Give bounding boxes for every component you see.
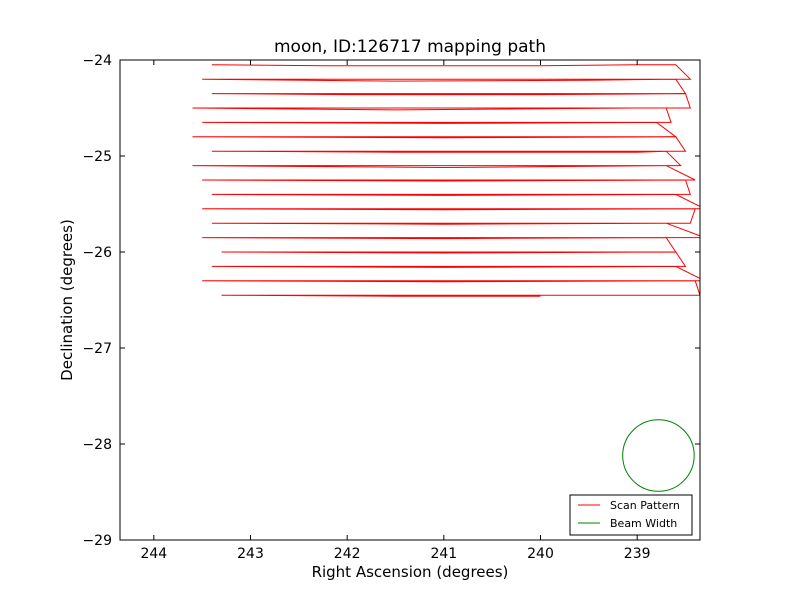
plot-area	[120, 60, 700, 540]
legend-label-beam-width: Beam Width	[610, 517, 677, 530]
x-tick-label: 244	[140, 546, 167, 562]
y-tick-label: −25	[82, 149, 112, 165]
y-tick-label: −24	[82, 53, 112, 69]
scan-layer	[192, 64, 700, 297]
y-tick-label: −28	[82, 437, 112, 453]
y-tick-label: −26	[82, 245, 112, 261]
chart-title: moon, ID:126717 mapping path	[274, 37, 546, 57]
legend-label-scan-pattern: Scan Pattern	[610, 499, 680, 512]
series-scan-pattern	[192, 64, 700, 297]
legend: Scan Pattern Beam Width	[569, 494, 693, 536]
x-axis: 244 243 242 241 240 239	[140, 60, 651, 562]
x-axis-title: Right Ascension (degrees)	[312, 563, 509, 581]
y-axis-title: Declination (degrees)	[58, 219, 76, 381]
series-beam-width	[622, 419, 695, 492]
y-tick-label: −29	[82, 533, 112, 549]
y-tick-label: −27	[82, 341, 112, 357]
x-tick-label: 240	[527, 546, 554, 562]
x-tick-label: 243	[237, 546, 264, 562]
x-tick-label: 239	[624, 546, 651, 562]
y-axis: −24 −25 −26 −27 −28 −29	[82, 53, 700, 549]
legend-box	[569, 494, 693, 536]
x-tick-label: 241	[430, 546, 457, 562]
beam-layer	[622, 419, 695, 492]
plot-frame	[119, 59, 701, 541]
x-tick-label: 242	[334, 546, 361, 562]
